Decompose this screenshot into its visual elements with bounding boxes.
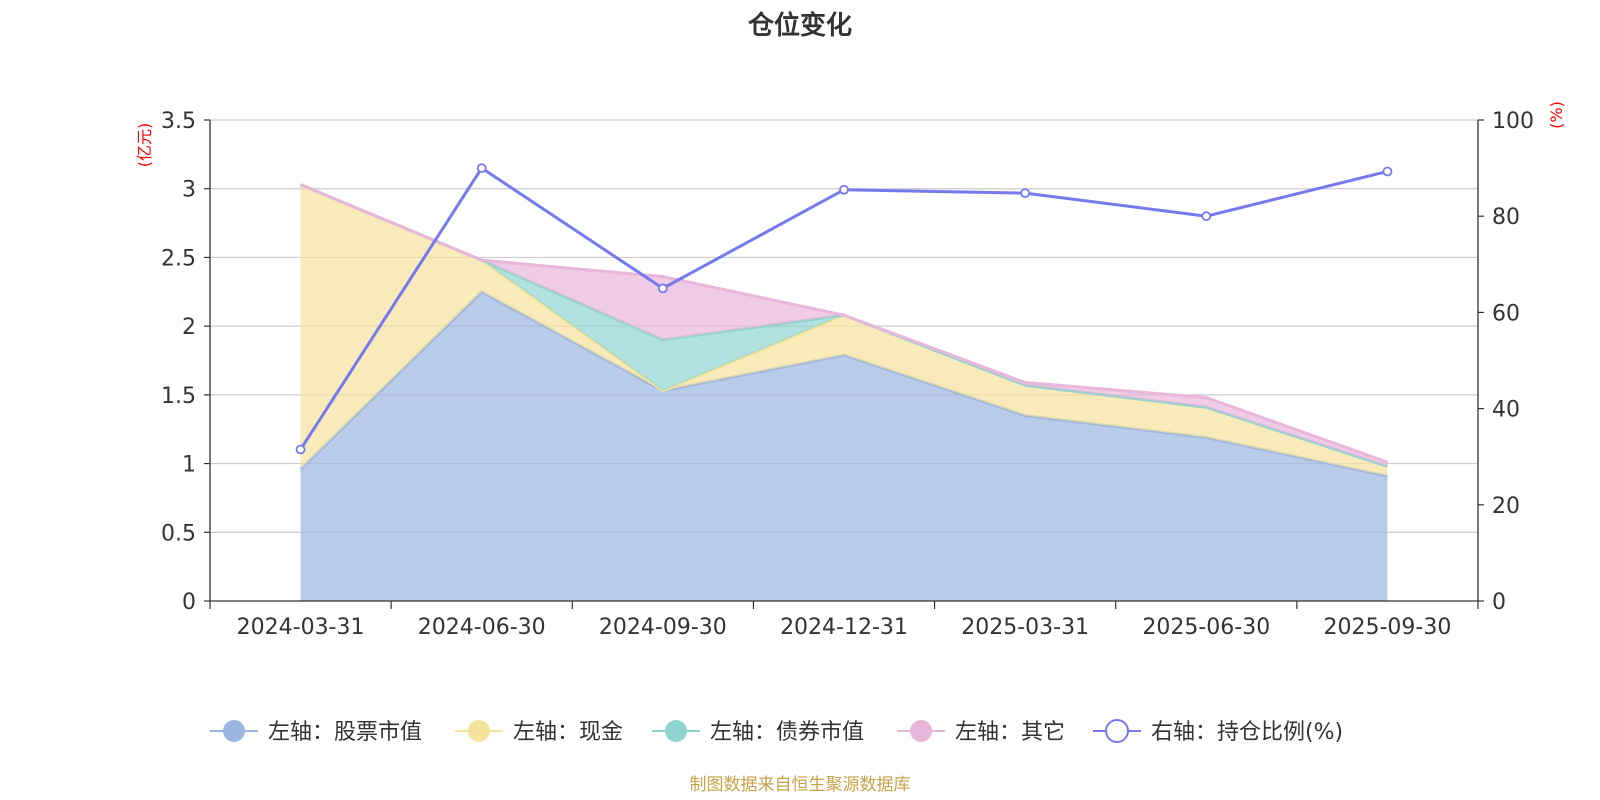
ratio-point xyxy=(1020,188,1031,199)
right-axis-tick-label: 60 xyxy=(1492,301,1520,326)
left-axis-tick-label: 3 xyxy=(182,178,196,203)
ratio-point xyxy=(657,283,668,294)
right-axis-tick-label: 100 xyxy=(1492,109,1534,134)
left-axis-tick-label: 0 xyxy=(182,590,196,615)
legend-marker-hollow xyxy=(1105,719,1129,743)
legend-label: 右轴：持仓比例(%) xyxy=(1151,720,1343,745)
legend-marker xyxy=(910,720,932,742)
right-axis-tick-label: 40 xyxy=(1492,398,1520,423)
ratio-point xyxy=(839,184,849,195)
x-axis-label: 2024-03-31 xyxy=(237,615,365,640)
legend-marker xyxy=(665,720,687,742)
x-axis-label: 2025-09-30 xyxy=(1323,615,1451,640)
ratio-point xyxy=(1382,166,1393,177)
ratio-point xyxy=(295,444,306,455)
legend-marker xyxy=(223,720,245,742)
area-edge-series-3 xyxy=(299,183,1388,464)
left-axis-tick-label: 2.5 xyxy=(161,246,196,271)
x-axis-label: 2024-12-31 xyxy=(780,615,908,640)
left-axis-tick-label: 1.5 xyxy=(161,384,196,409)
left-axis-tick-label: 3.5 xyxy=(161,109,196,134)
legend-label: 左轴：其它 xyxy=(955,720,1065,745)
x-axis-label: 2024-06-30 xyxy=(418,615,546,640)
chart-title: 仓位变化 xyxy=(747,10,852,41)
area-series-3 xyxy=(300,184,1388,467)
right-axis-unit: (%) xyxy=(1547,101,1566,129)
legend: 左轴：股票市值 左轴：现金 左轴：债券市值 左轴：其它 右轴：持仓比例(%) xyxy=(210,719,1343,745)
right-axis-tick-label: 80 xyxy=(1492,205,1520,230)
stacked-areas xyxy=(299,183,1388,601)
right-axis-tick-label: 20 xyxy=(1492,494,1520,519)
right-axis-tick-label: 0 xyxy=(1492,590,1506,615)
ratio-point xyxy=(1201,211,1212,222)
ratio-point xyxy=(476,163,487,174)
left-axis-tick-label: 0.5 xyxy=(161,521,196,546)
x-axis-label: 2025-03-31 xyxy=(961,615,1089,640)
legend-label: 左轴：股票市值 xyxy=(268,720,422,745)
left-axis-unit: (亿元) xyxy=(135,123,154,168)
legend-label: 左轴：现金 xyxy=(513,720,623,745)
legend-label: 左轴：债券市值 xyxy=(710,720,864,745)
left-axis-tick-label: 2 xyxy=(182,315,196,340)
area-series-0 xyxy=(300,291,1388,601)
area-series-1 xyxy=(300,184,1388,476)
legend-marker xyxy=(468,720,490,742)
data-source-note: 制图数据来自恒生聚源数据库 xyxy=(690,775,911,795)
x-axis-label: 2025-06-30 xyxy=(1142,615,1270,640)
axes: 0 0.5 1 1.5 2 2.5 3 3.5 0 20 40 60 80 100 2024-03-31 20… xyxy=(161,109,1534,640)
x-axis-label: 2024-09-30 xyxy=(599,615,727,640)
ratio-line-series xyxy=(295,163,1393,455)
left-axis-tick-label: 1 xyxy=(182,453,196,478)
